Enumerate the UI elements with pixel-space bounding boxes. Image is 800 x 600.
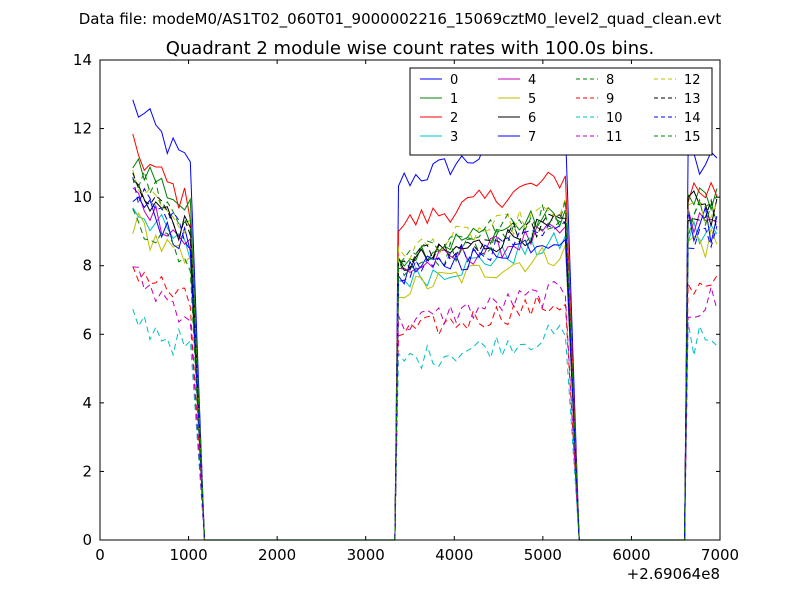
y-tick-label: 0 [82,531,92,549]
legend-box [409,67,713,156]
series-line-8 [132,201,718,541]
x-tick-label: 7000 [701,546,739,564]
legend-label-8: 8 [606,73,614,88]
x-tick-label: 4000 [435,546,473,564]
series-line-14 [132,177,718,541]
y-tick-label: 14 [73,51,92,69]
legend-label-6: 6 [528,111,536,126]
series-line-2 [132,133,718,541]
series-line-3 [132,207,718,541]
legend-label-15: 15 [684,130,701,145]
legend-label-12: 12 [684,73,701,88]
series-line-4 [132,187,718,541]
legend-label-4: 4 [528,73,536,88]
series-line-12 [132,169,718,541]
chart-title: Quadrant 2 module wise count rates with … [166,38,655,59]
x-tick-label: 1000 [169,546,207,564]
x-tick-label: 2000 [258,546,296,564]
series-line-11 [132,266,718,541]
y-tick-label: 6 [82,325,92,343]
x-axis: 0 1000 2000 3000 4000 5000 6000 7000 [95,60,739,564]
plot-area-frame [99,59,721,541]
legend-label-11: 11 [606,130,623,145]
series-line-1 [132,157,718,541]
series-line-15 [132,169,718,541]
series-line-13 [132,172,718,541]
x-tick-label: 5000 [524,546,562,564]
legend-label-0: 0 [450,73,458,88]
y-tick-label: 4 [82,394,92,412]
x-offset-label: +2.69064e8 [627,565,720,583]
legend-label-14: 14 [684,111,701,126]
legend-label-7: 7 [528,130,536,145]
legend-label-9: 9 [606,92,614,107]
series-line-6 [132,178,718,541]
series-line-9 [132,266,718,541]
legend-label-1: 1 [450,92,458,107]
series-line-0 [132,99,718,541]
y-tick-label: 8 [82,257,92,275]
series-layer [132,99,718,541]
series-line-10 [132,308,718,541]
x-tick-label: 0 [95,546,105,564]
legend-label-5: 5 [528,92,536,107]
legend-label-13: 13 [684,92,701,107]
x-tick-label: 6000 [612,546,650,564]
y-tick-label: 10 [73,188,92,206]
series-line-7 [132,196,718,541]
series-line-5 [132,211,718,541]
legend-label-2: 2 [450,111,458,126]
legend-label-3: 3 [450,130,458,145]
x-tick-label: 3000 [347,546,385,564]
chart-suptitle: Data file: modeM0/AS1T02_060T01_90000022… [79,10,722,29]
y-tick-label: 2 [82,462,92,480]
legend-label-10: 10 [606,111,623,126]
y-tick-label: 12 [73,120,92,138]
